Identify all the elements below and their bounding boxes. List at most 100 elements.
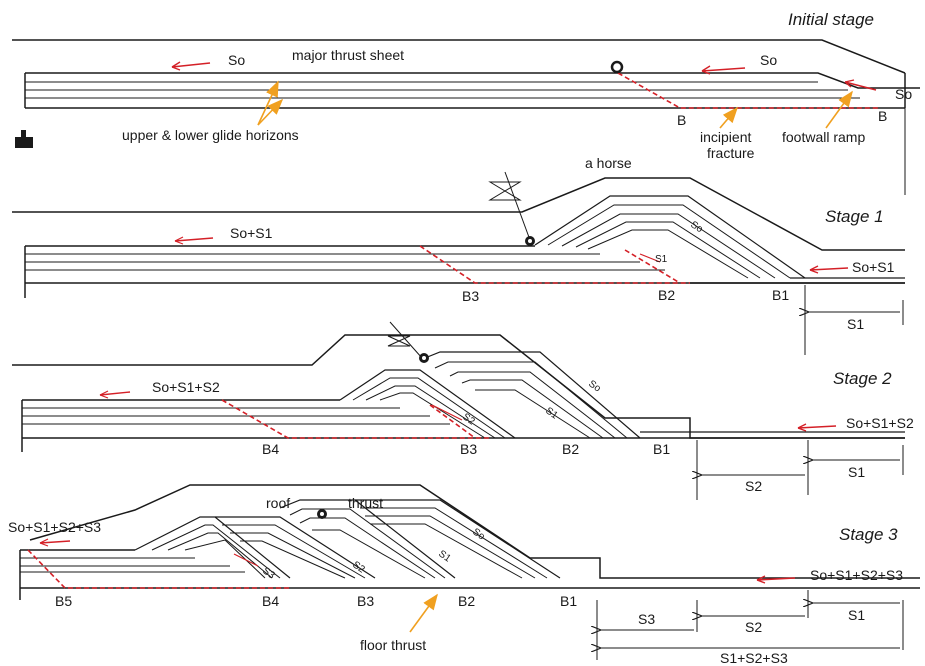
- label-s3: S3: [260, 565, 277, 581]
- label-so: So: [760, 52, 777, 68]
- label-shortening-s1: S1: [848, 464, 865, 480]
- incipient-fracture-line: [617, 72, 880, 109]
- horse-layer: [215, 516, 376, 579]
- horse-layer: [379, 392, 486, 439]
- label-so-s1-s2-s3: So+S1+S2+S3: [810, 567, 903, 583]
- anchor-block-icon: [15, 137, 33, 148]
- horse-layer: [222, 524, 366, 579]
- label-b1: B1: [772, 287, 789, 303]
- label-shortening-s1: S1: [847, 316, 864, 332]
- label-b2: B2: [562, 441, 579, 457]
- pin-center-icon: [528, 239, 532, 243]
- label-so: So: [586, 378, 603, 394]
- horse-layer: [365, 515, 536, 579]
- label-shortening-s2: S2: [745, 619, 762, 635]
- pin-marker-icon: [610, 60, 624, 74]
- horse-layer: [312, 529, 426, 579]
- orange-arrow-icon: [257, 98, 284, 126]
- label-so-s1-s2-s3: So+S1+S2+S3: [8, 519, 101, 535]
- orange-arrow-icon: [257, 80, 279, 126]
- label-shortening-s2: S2: [745, 478, 762, 494]
- red-arrow-icon: [174, 237, 214, 242]
- stage-3: Stage 3: [8, 484, 920, 666]
- red-arrowhead-icon: [39, 538, 49, 547]
- fracture-line: [429, 404, 476, 439]
- pin-center-icon: [320, 512, 324, 516]
- stage-title-3: Stage 3: [839, 525, 898, 544]
- horse-layer: [534, 195, 806, 279]
- horse-layer: [167, 532, 273, 579]
- horse-layer: [561, 213, 776, 279]
- red-arrowhead-icon: [797, 423, 807, 432]
- fracture-line: [624, 249, 681, 284]
- layer-line: [25, 72, 920, 89]
- red-arrowhead-icon: [701, 65, 711, 75]
- label-so-s1: So+S1: [852, 259, 895, 275]
- stage-1: Stage 1 a horse So+S1 So: [12, 155, 905, 355]
- horse-layer: [575, 221, 761, 279]
- label-b3: B3: [460, 441, 477, 457]
- red-arrowhead-icon: [809, 265, 819, 274]
- label-s1-in-horse: S1: [655, 254, 668, 265]
- horse-layer: [289, 508, 446, 579]
- rotation-marker-icon: [387, 335, 411, 347]
- label-b4: B4: [262, 441, 279, 457]
- label-b1: B1: [653, 441, 670, 457]
- pin-line: [504, 171, 531, 241]
- pin-center-icon: [422, 356, 426, 360]
- red-arrow-icon: [639, 253, 661, 263]
- horse-layer: [587, 229, 749, 279]
- label-roof: roof: [266, 495, 290, 511]
- horse-layer: [547, 204, 791, 279]
- red-arrow-icon: [171, 62, 211, 68]
- horse-layer: [360, 507, 548, 579]
- pin-line: [389, 321, 423, 359]
- anchor-post-icon: [21, 130, 26, 138]
- label-shortening-s3: S3: [638, 611, 655, 627]
- horse-layer: [419, 351, 641, 439]
- horse-layer: [339, 369, 516, 439]
- label-fracture: fracture: [707, 145, 755, 161]
- horse-layer: [370, 523, 523, 579]
- orange-arrow-icon: [719, 106, 739, 129]
- horse-layer: [475, 389, 591, 439]
- label-s2: S2: [350, 559, 367, 575]
- label-s1: S1: [436, 548, 453, 564]
- red-arrow-icon: [233, 553, 259, 567]
- label-b2: B2: [658, 287, 675, 303]
- horse-layer: [279, 499, 456, 579]
- horse-layer: [184, 539, 266, 579]
- initial-stage: Initial stage So major thrust sheet So S…: [12, 10, 920, 195]
- thrust-sheet-top: [12, 334, 905, 439]
- stage-2: Stage 2 So+S1+S2: [12, 321, 914, 500]
- red-arrow-icon: [431, 404, 463, 421]
- horse-layer: [352, 377, 506, 439]
- label-so-s1: So+S1: [230, 225, 273, 241]
- orange-arrow-icon: [409, 593, 438, 633]
- label-b3: B3: [462, 288, 479, 304]
- thrust-sheet-top: [29, 484, 920, 579]
- red-arrowhead-icon: [171, 61, 181, 71]
- red-arrow-icon: [99, 391, 131, 396]
- red-arrow-icon: [756, 577, 796, 581]
- red-arrowhead-icon: [756, 575, 766, 584]
- red-arrow-icon: [39, 540, 71, 544]
- red-arrow-icon: [701, 67, 746, 72]
- horse-layer: [299, 517, 436, 579]
- label-b: B: [878, 108, 887, 124]
- label-b: B: [677, 112, 686, 128]
- label-shortening-s1: S1: [848, 607, 865, 623]
- label-s2: S2: [460, 411, 477, 427]
- label-so: So: [895, 86, 912, 102]
- label-total-shortening: S1+S2+S3: [720, 650, 788, 666]
- major-thrust-sheet-top: [12, 39, 906, 74]
- label-b5: B5: [55, 593, 72, 609]
- fracture-line: [27, 549, 290, 589]
- horse-layer: [240, 540, 346, 579]
- horse-layer: [134, 516, 291, 579]
- stage-title-1: Stage 1: [825, 207, 884, 226]
- fracture-line: [221, 399, 490, 439]
- label-glide-horizons: upper & lower glide horizons: [122, 127, 299, 143]
